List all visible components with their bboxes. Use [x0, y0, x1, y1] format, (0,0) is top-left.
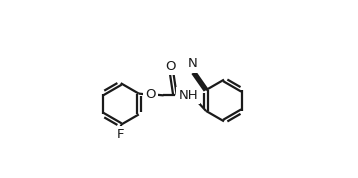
- Text: N: N: [188, 57, 198, 70]
- Text: O: O: [145, 88, 155, 101]
- Text: O: O: [166, 60, 176, 73]
- Text: NH: NH: [178, 89, 198, 102]
- Text: F: F: [117, 128, 125, 141]
